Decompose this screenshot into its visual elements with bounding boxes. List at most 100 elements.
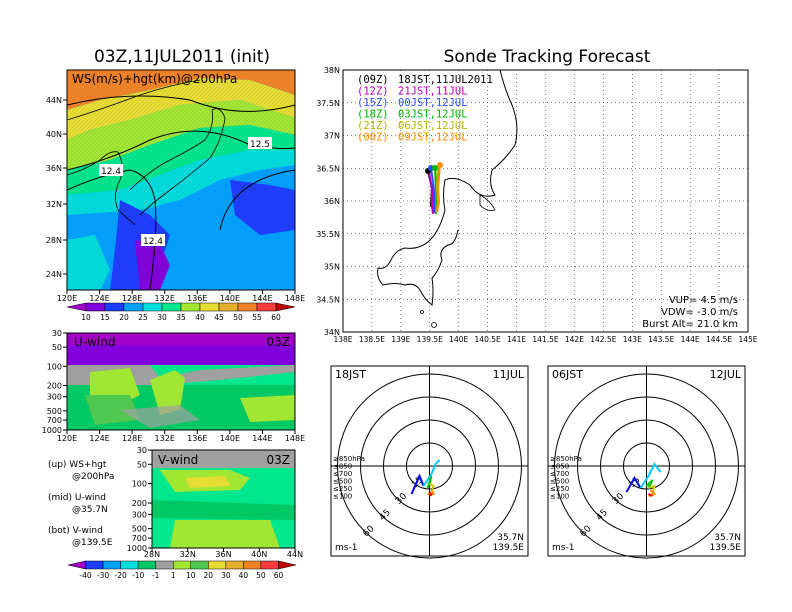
lon-tick-label: 144E <box>681 335 700 344</box>
contour-label: 12.4 <box>101 167 121 177</box>
hodograph-level-label: ≤700 <box>550 470 569 478</box>
track-legend-code: (09Z) <box>357 74 389 86</box>
colorbar-tick: -20 <box>114 571 126 580</box>
hodograph-trace <box>426 475 433 489</box>
lon-tick-label: 144.5E <box>706 335 732 344</box>
note-mid-2: @35.7N <box>72 505 108 515</box>
ws-map-label: WS(m/s)+hgt(km)@200hPa <box>72 72 237 86</box>
pressure-tick-label: 100 <box>132 480 147 489</box>
colorbar-swatch <box>85 302 106 312</box>
lon-tick-label: 141.5E <box>532 335 558 344</box>
lat-tick-label: 36N <box>215 550 231 559</box>
colorbar-swatch <box>180 302 201 312</box>
colorbar-tick: 20 <box>204 571 214 580</box>
pressure-tick-label: 50 <box>52 343 62 352</box>
hodograph-level-label: ≤100 <box>333 493 352 501</box>
colorbar-swatch <box>278 560 297 570</box>
lon-tick-label: 141E <box>507 335 526 344</box>
lon-tick-label: 136E <box>187 434 207 443</box>
colorbar-swatch <box>225 560 244 570</box>
lon-tick-label: 142E <box>565 335 584 344</box>
colorbar-swatch <box>190 560 209 570</box>
lat-tick-label: 35N <box>324 263 340 272</box>
pressure-tick-label: 500 <box>47 407 62 416</box>
colorbar-tick: 55 <box>252 313 262 322</box>
colorbar-swatch <box>66 302 87 312</box>
colorbar-swatch <box>155 560 174 570</box>
lat-tick-label: 28N <box>144 550 160 559</box>
pressure-tick-label: 50 <box>137 460 147 469</box>
track-legend-time: 00JST,12JUL <box>398 97 468 109</box>
hodograph-level-label: ≤500 <box>550 478 569 486</box>
lon-tick-label: 128E <box>122 434 142 443</box>
vdw-label: VDW= -3.0 m/s <box>661 307 738 318</box>
note-up-1: (up) WS+hgt <box>48 460 107 470</box>
lat-tick-label: 38N <box>324 66 340 75</box>
hodograph-trace <box>625 476 642 493</box>
hodograph-lat: 35.7N <box>714 533 741 543</box>
hodograph-level-label: ≤250 <box>550 485 569 493</box>
hodograph-date: 12JUL <box>710 368 742 381</box>
lon-tick-label: 139E <box>391 335 410 344</box>
hodograph-trace <box>639 462 662 489</box>
colorbar-swatch <box>104 302 125 312</box>
track-legend-time: 18JST,11JUL2011 <box>398 74 493 86</box>
v-wind-label: V-wind <box>158 453 198 467</box>
pressure-tick-label: 700 <box>47 416 62 425</box>
lat-tick-label: 24N <box>46 270 62 279</box>
lon-tick-label: 138.5E <box>359 335 385 344</box>
lat-tick-label: 32N <box>180 550 196 559</box>
colorbar-swatch <box>260 560 279 570</box>
colorbar-swatch <box>256 302 277 312</box>
hodograph-date: 11JUL <box>493 368 525 381</box>
hodograph-lat: 35.7N <box>497 533 524 543</box>
pressure-tick-label: 100 <box>47 362 62 371</box>
colorbar-swatch <box>237 302 258 312</box>
hodograph-trace <box>422 459 441 487</box>
lat-tick-label: 40N <box>251 550 267 559</box>
colorbar-swatch <box>199 302 220 312</box>
hodograph-lon: 139.5E <box>710 543 742 553</box>
hodograph-jst: 06JST <box>552 368 583 381</box>
pressure-tick-label: 30 <box>137 446 147 455</box>
left-title: 03Z,11JUL2011 (init) <box>94 47 270 67</box>
colorbar-tick: 50 <box>256 571 266 580</box>
hodograph-level-label: ≤250 <box>333 485 352 493</box>
colorbar-swatch <box>142 302 163 312</box>
hodograph-lon: 139.5E <box>493 543 525 553</box>
lon-tick-label: 124E <box>89 294 109 303</box>
burst-alt-label: Burst Alt= 21.0 km <box>642 319 738 330</box>
lon-tick-label: 144E <box>252 294 272 303</box>
colorbar-swatch <box>123 302 144 312</box>
lon-tick-label: 140E <box>220 434 240 443</box>
colorbar-tick: -30 <box>97 571 109 580</box>
note-mid-1: (mid) U-wind <box>48 493 106 503</box>
colorbar-tick: 10 <box>81 313 91 322</box>
lon-tick-label: 132E <box>155 294 175 303</box>
colorbar-tick: 40 <box>239 571 249 580</box>
colorbar-tick: 30 <box>221 571 231 580</box>
lon-tick-label: 145E <box>738 335 757 344</box>
wind-colorbar: -40 -30 -20 -10 -1 1 10 20 30 40 50 60 <box>67 560 297 580</box>
track-legend-time: 06JST,12JUL <box>398 120 468 132</box>
colorbar-tick: 1 <box>171 571 176 580</box>
lat-tick-label: 37.5N <box>316 99 340 108</box>
lat-tick-label: 34N <box>324 328 340 337</box>
lat-tick-label: 44N <box>287 550 303 559</box>
colorbar-tick: 60 <box>271 313 281 322</box>
lon-tick-label: 139.5E <box>417 335 443 344</box>
hodograph-trace <box>645 479 654 489</box>
lon-tick-label: 143.5E <box>648 335 674 344</box>
lon-tick-label: 128E <box>122 294 142 303</box>
track-legend-code: (21Z) <box>357 120 389 132</box>
panel-notes: (up) WS+hgt @200hPa (mid) U-wind @35.7N … <box>48 460 114 548</box>
u-wind-time: 03Z <box>267 335 291 349</box>
lat-tick-label: 40N <box>46 130 62 139</box>
track-legend-code: (15Z) <box>357 97 389 109</box>
hodograph-level-label: ≤500 <box>333 478 352 486</box>
pressure-tick-label: 200 <box>47 381 62 390</box>
